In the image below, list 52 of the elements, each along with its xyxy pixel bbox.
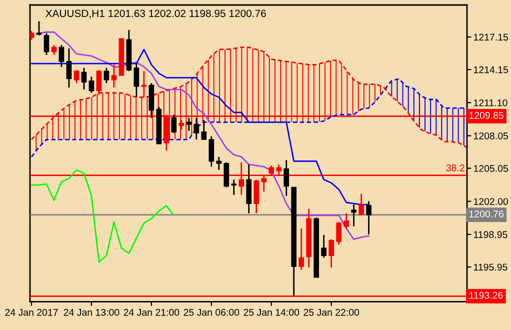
candlestick xyxy=(194,117,200,140)
candlestick xyxy=(178,119,184,130)
x-tick-label: 25 Jan 22:00 xyxy=(304,308,360,316)
candlestick xyxy=(58,44,64,68)
y-tick-label: 1211.10 xyxy=(474,99,508,106)
candlestick xyxy=(328,238,334,268)
candlestick xyxy=(366,200,372,236)
candlestick xyxy=(111,64,117,88)
y-tick-label: 1217.15 xyxy=(474,34,508,41)
candlestick xyxy=(358,193,364,216)
candlestick xyxy=(171,114,177,134)
chart-title: XAUUSD,H1 1201.63 1202.02 1198.95 1200.76 xyxy=(46,10,266,18)
y-tick-label: 1208.05 xyxy=(474,132,508,140)
candlestick xyxy=(104,67,110,84)
candlestick xyxy=(284,159,290,197)
annotation: 38.2 xyxy=(446,164,464,172)
candlestick xyxy=(344,212,349,230)
candlestick xyxy=(134,62,140,98)
x-tick-label: 24 Jan 13:00 xyxy=(64,308,120,316)
candlestick xyxy=(66,48,72,88)
x-tick-label: 24 Jan 21:00 xyxy=(124,308,180,316)
candlestick xyxy=(88,76,94,94)
candlestick xyxy=(44,32,50,56)
y-tick-label: 1198.95 xyxy=(474,231,508,238)
candlestick xyxy=(224,162,230,188)
candlestick xyxy=(186,117,192,132)
candlestick xyxy=(231,178,237,196)
candlestick xyxy=(141,70,147,98)
candlestick xyxy=(298,228,304,270)
y-tick-label: 1195.95 xyxy=(474,264,508,271)
candlestick xyxy=(321,234,326,258)
x-tick-label: 25 Jan 06:00 xyxy=(184,308,240,316)
candlestick xyxy=(208,136,214,168)
candlestick xyxy=(351,204,356,227)
y-tick-label: 1202.00 xyxy=(474,198,508,205)
candlestick xyxy=(81,67,87,90)
candlestick xyxy=(74,69,80,84)
line-series xyxy=(30,169,175,263)
ref-line-label: 1193.26 xyxy=(469,292,503,299)
y-tick-label: 1205.05 xyxy=(474,165,508,172)
x-tick-label: 25 Jan 14:00 xyxy=(244,308,300,316)
candlestick xyxy=(246,164,252,214)
candlestick xyxy=(216,156,222,171)
ref-line-label: 1200.76 xyxy=(469,210,504,218)
x-tick-label: 24 Jan 2017 xyxy=(5,308,58,316)
candlestick xyxy=(336,221,342,246)
candlestick xyxy=(201,119,207,140)
ref-line-label: 1209.85 xyxy=(469,112,504,119)
candlestick xyxy=(254,178,260,214)
candlestick xyxy=(51,44,57,56)
y-tick-label: 1214.15 xyxy=(474,66,508,74)
candlestick xyxy=(96,69,102,96)
